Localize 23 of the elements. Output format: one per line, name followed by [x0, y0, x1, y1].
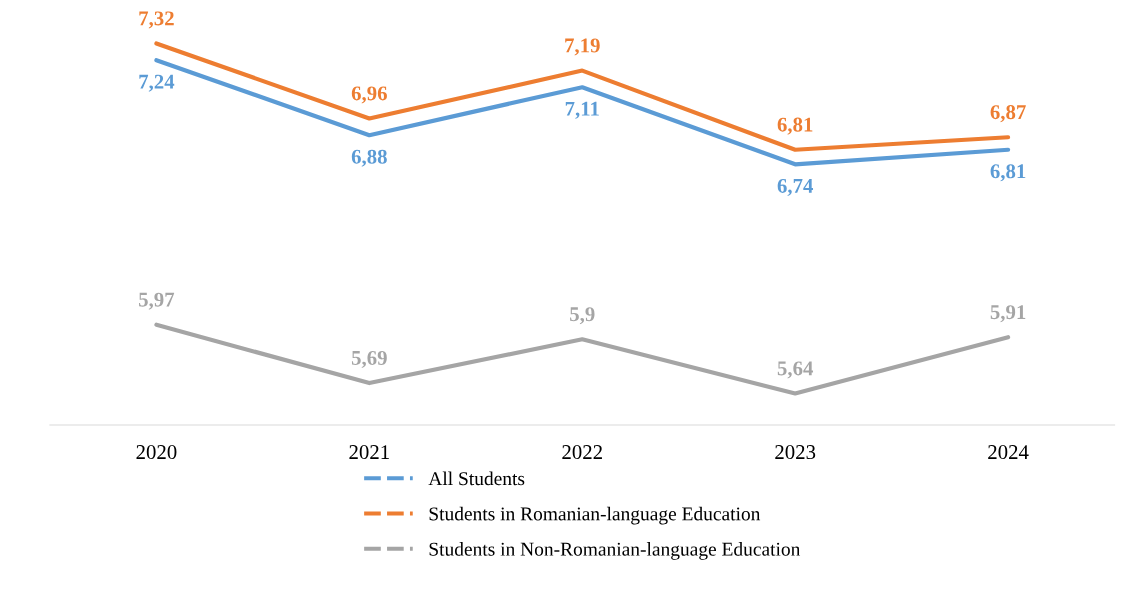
data-label: 5,69 [351, 350, 387, 368]
data-label: 5,9 [570, 307, 595, 325]
data-label: 7,24 [139, 74, 175, 92]
legend-label: All Students [428, 471, 525, 486]
data-label: 7,32 [139, 11, 174, 29]
x-tick-label: 2023 [775, 445, 816, 460]
data-label: 6,81 [777, 117, 813, 135]
x-tick-label: 2022 [562, 445, 602, 460]
data-label: 5,97 [139, 292, 175, 310]
data-label: 6,74 [777, 178, 814, 196]
legend-label: Students in Romanian-language Education [429, 506, 761, 525]
data-label: 6,88 [351, 149, 387, 167]
data-label: 6,87 [990, 105, 1026, 123]
data-label: 5,64 [777, 361, 814, 379]
data-label: 6,81 [990, 164, 1026, 182]
x-tick-label: 2021 [349, 445, 389, 460]
x-tick-label: 2020 [136, 445, 177, 460]
x-tick-label: 2024 [988, 445, 1029, 460]
data-label: 7,19 [565, 38, 600, 56]
data-label: 5,91 [990, 305, 1026, 323]
data-label: 6,96 [351, 86, 387, 104]
legend-label: Students in Non-Romanian-language Education [429, 542, 801, 560]
data-label: 7,11 [565, 101, 599, 119]
